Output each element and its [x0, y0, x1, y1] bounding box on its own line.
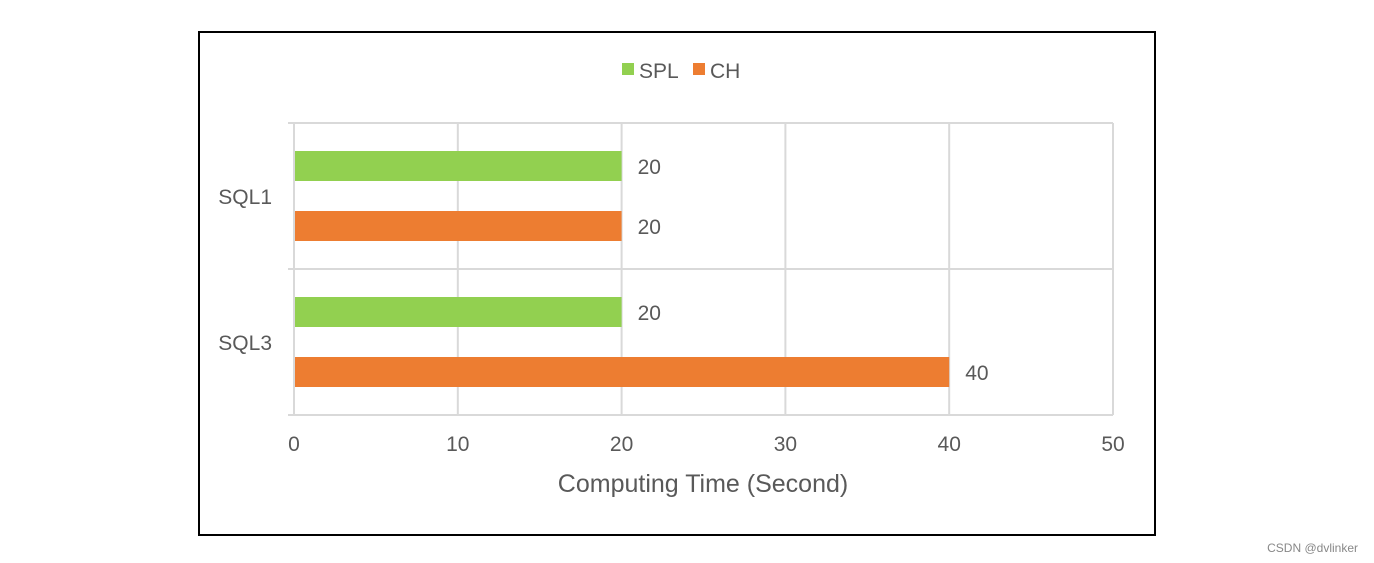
- legend-label-ch: CH: [710, 60, 740, 83]
- y-category-label: SQL1: [218, 186, 272, 209]
- watermark-text: CSDN @dvlinker: [1267, 541, 1358, 555]
- legend: SPL CH: [622, 60, 740, 83]
- x-tick-label: 20: [610, 433, 633, 456]
- bar-ch-sql3: [295, 357, 950, 387]
- x-tick-label: 50: [1101, 433, 1124, 456]
- chart-frame: [198, 31, 1156, 536]
- legend-swatch-spl: [622, 63, 634, 75]
- data-label: 20: [638, 302, 661, 325]
- x-tick-label: 10: [446, 433, 469, 456]
- bar-spl-sql3: [295, 297, 622, 327]
- x-tick-label: 30: [774, 433, 797, 456]
- x-tick-label: 0: [288, 433, 300, 456]
- x-tick-label: 40: [938, 433, 961, 456]
- x-axis-title: Computing Time (Second): [558, 470, 848, 498]
- bar-ch-sql1: [295, 211, 622, 241]
- legend-label-spl: SPL: [639, 60, 679, 83]
- bar-spl-sql1: [295, 151, 622, 181]
- data-label: 20: [638, 156, 661, 179]
- legend-swatch-ch: [693, 63, 705, 75]
- bars: [295, 151, 950, 387]
- labels: 0 10 20 30 40 50 SQL1 20 20 SQL3 20 40: [218, 156, 1124, 456]
- data-label: 40: [965, 362, 988, 385]
- data-label: 20: [638, 216, 661, 239]
- y-category-label: SQL3: [218, 332, 272, 355]
